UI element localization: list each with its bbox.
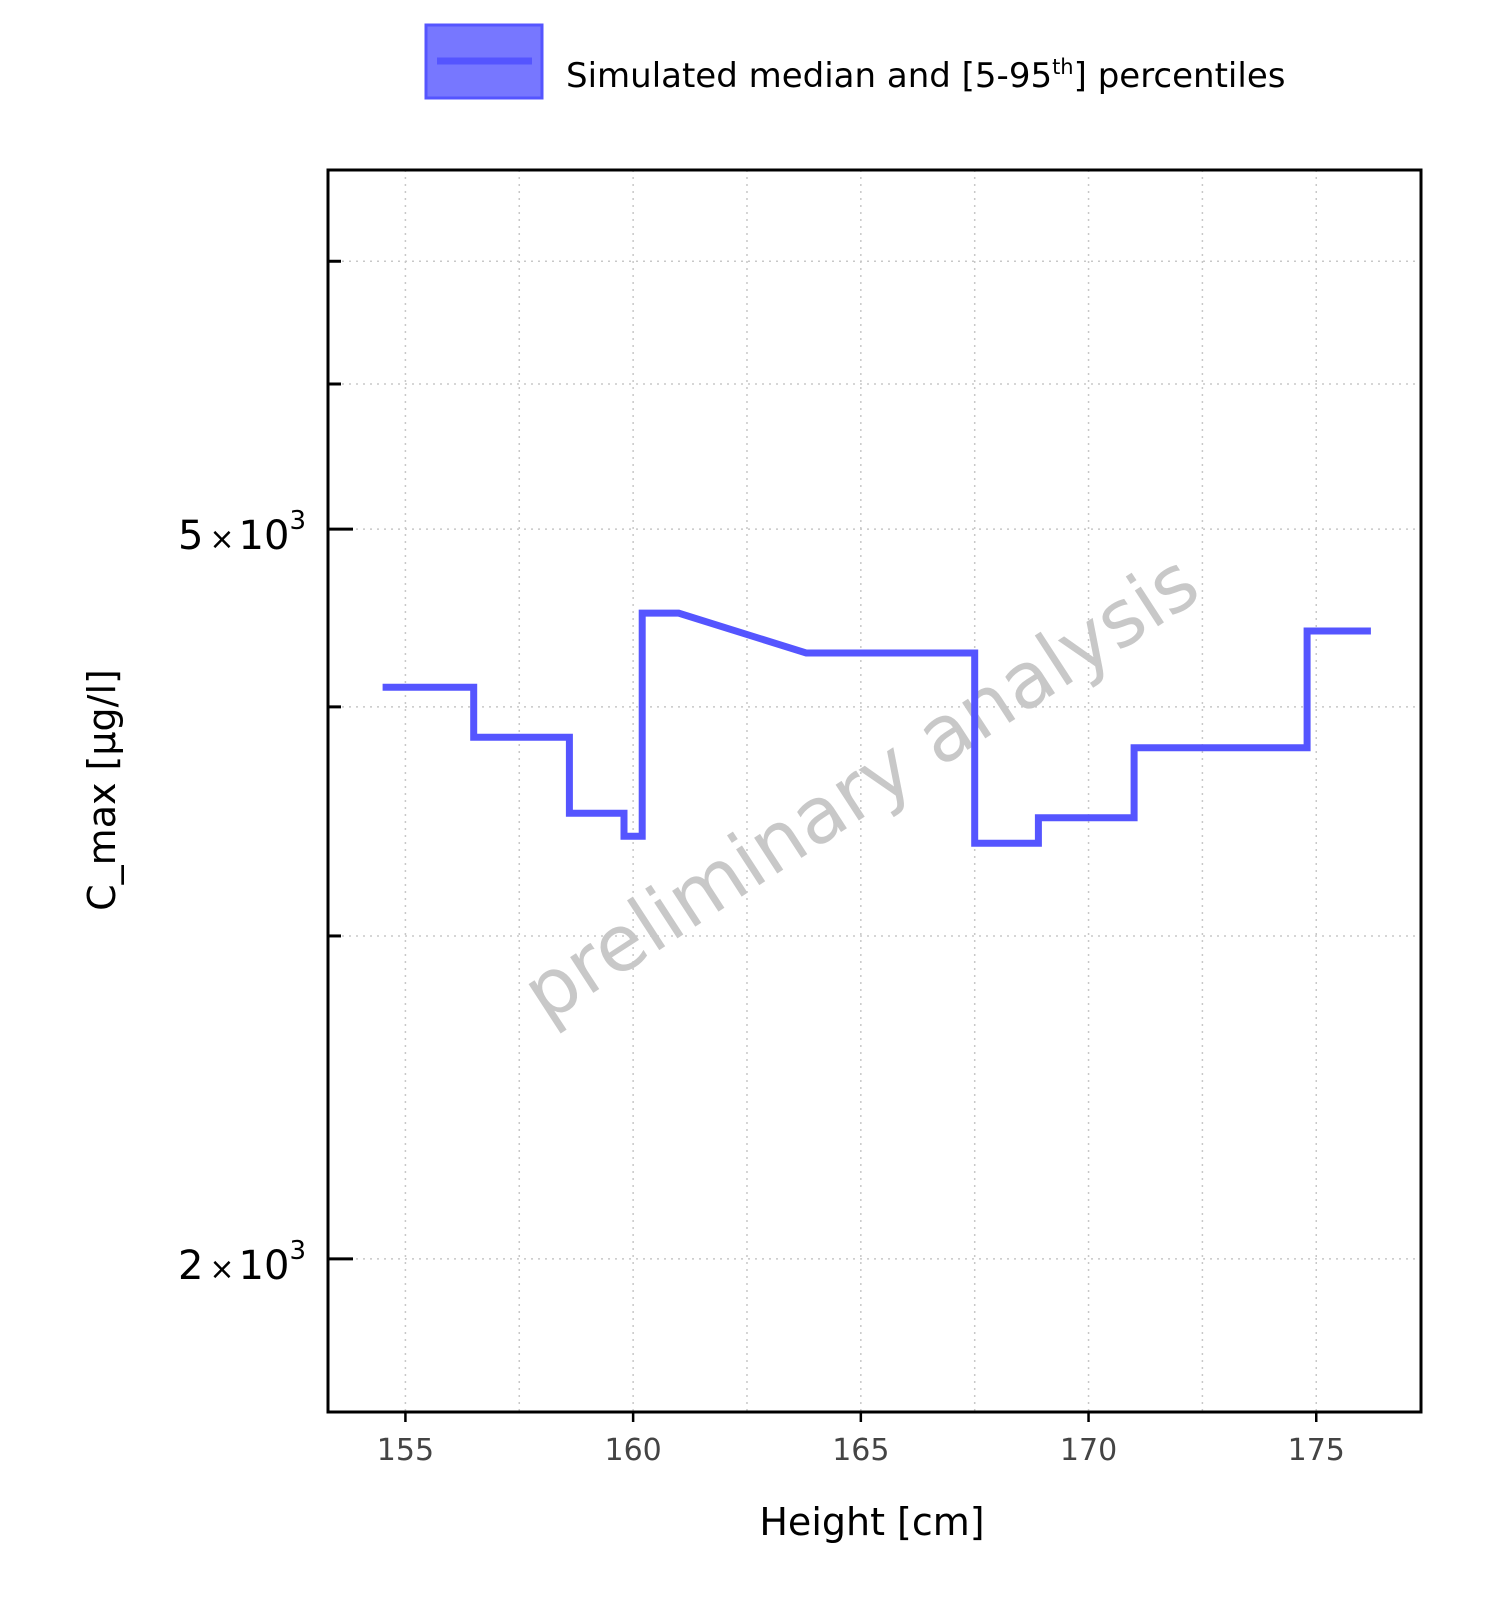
legend-label-main: Simulated median and [5-95 [566,56,1052,96]
x-tick-label: 175 [1288,1433,1345,1468]
y-tick-label-exponent: 3 [289,1236,306,1266]
y-tick-label: 2 × 103 [178,1236,306,1289]
legend-label: Simulated median and [5-95th] percentile… [566,55,1285,96]
x-tick-label: 155 [377,1433,434,1468]
legend-label-end: ] percentiles [1074,56,1286,96]
legend-label-superscript: th [1052,55,1074,79]
y-axis-title: C_max [µg/l] [80,669,124,911]
y-tick-label-mantissa: 2 [178,1243,203,1289]
legend: Simulated median and [5-95th] percentile… [424,23,1285,100]
x-tick-label: 165 [832,1433,889,1468]
plot-frame [326,168,1423,1414]
y-tick-label: 5 × 103 [178,506,306,559]
y-tick-label-times: × [209,1252,234,1287]
y-tick-label-base: 10 [239,1243,290,1289]
x-axis-title: Height [cm] [759,1500,984,1544]
y-tick-label-mantissa: 5 [178,513,203,559]
x-tick-label: 160 [604,1433,661,1468]
series-layer [382,609,1371,847]
y-tick-label-exponent: 3 [289,506,306,536]
y-tick-label-base: 10 [239,513,290,559]
grid [328,170,1421,1412]
y-tick-label-times: × [209,522,234,557]
series-line [382,609,1371,847]
x-axis: 155 160 165 170 175 [377,1412,1345,1468]
x-tick-label: 170 [1060,1433,1117,1468]
